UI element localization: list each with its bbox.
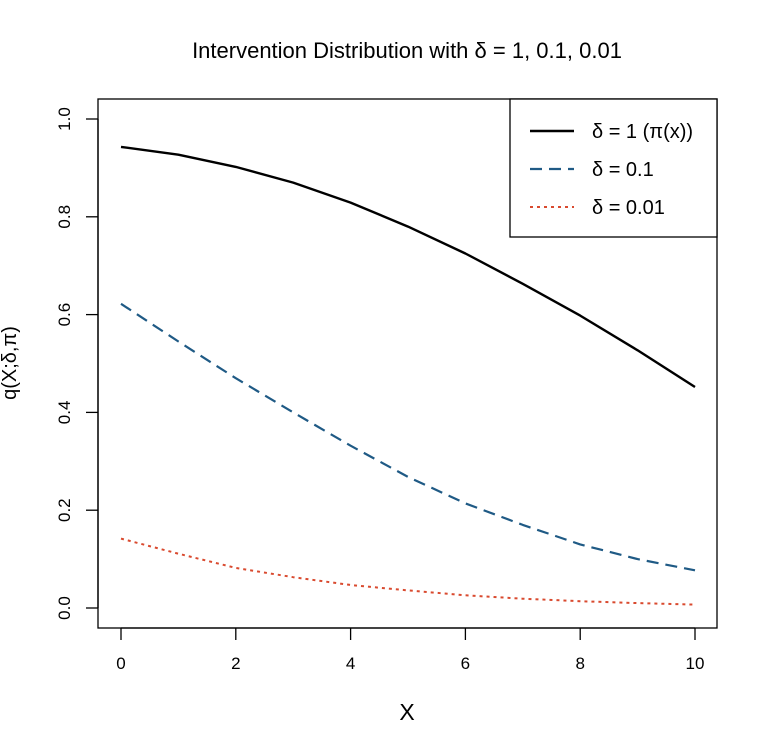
legend-label-1: δ = 1 (π(x))	[592, 121, 693, 143]
x-tick-label: 10	[686, 654, 705, 673]
y-tick-label: 0.0	[55, 596, 74, 620]
legend: δ = 1 (π(x)) δ = 0.1 δ = 0.01	[509, 98, 718, 238]
x-tick-label: 8	[575, 654, 584, 673]
y-axis: 0.0 0.2 0.4 0.6 0.8 1.0	[55, 107, 99, 620]
chart-title: Intervention Distribution with δ = 1, 0.…	[192, 38, 622, 63]
x-tick-label: 2	[231, 654, 240, 673]
x-tick-label: 0	[116, 654, 125, 673]
y-tick-label: 0.4	[55, 401, 74, 425]
y-tick-label: 0.6	[55, 303, 74, 327]
x-axis-label: X	[399, 699, 414, 725]
series-line-2	[120, 302, 696, 572]
series-layer	[120, 145, 696, 606]
y-axis-label: q(X;δ,π)	[0, 326, 21, 400]
x-tick-label: 6	[461, 654, 470, 673]
series-line-3	[120, 537, 696, 606]
legend-label-3: δ = 0.01	[592, 197, 665, 219]
y-tick-label: 0.8	[55, 205, 74, 229]
legend-box	[509, 98, 718, 238]
series-line-1	[120, 145, 696, 389]
x-axis: 0 2 4 6 8 10	[116, 627, 705, 673]
y-tick-label: 1.0	[55, 107, 74, 131]
y-tick-label: 0.2	[55, 498, 74, 522]
x-tick-label: 4	[346, 654, 355, 673]
legend-label-2: δ = 0.1	[592, 159, 654, 181]
